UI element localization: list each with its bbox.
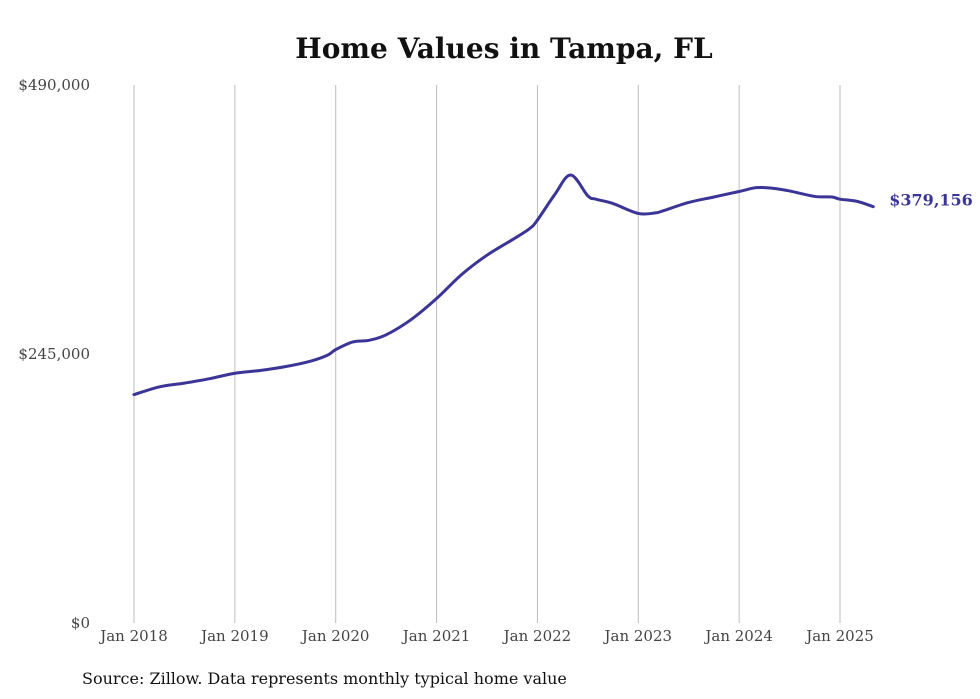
x-tick-label: Jan 2019 — [199, 627, 269, 645]
series-layer: $379,156 — [132, 173, 973, 397]
gridlines — [133, 85, 841, 623]
chart-title: Home Values in Tampa, FL — [295, 32, 713, 65]
y-tick-label: $0 — [71, 614, 90, 632]
x-tick-label: Jan 2018 — [98, 627, 168, 645]
x-tick-label: Jan 2021 — [401, 627, 471, 645]
x-axis-ticks: Jan 2018 Jan 2019 Jan 2020 Jan 2021 Jan 2022… — [98, 627, 874, 645]
series-line — [132, 173, 875, 397]
source-note: Source: Zillow. Data represents monthly … — [82, 669, 567, 688]
y-axis-ticks: $0 $245,000 $490,000 — [18, 76, 90, 632]
end-value-label: $379,156 — [889, 191, 973, 210]
x-tick-label: Jan 2025 — [804, 627, 874, 645]
x-tick-label: Jan 2020 — [300, 627, 370, 645]
x-tick-label: Jan 2024 — [703, 627, 773, 645]
y-tick-label: $490,000 — [18, 76, 90, 94]
x-tick-label: Jan 2022 — [502, 627, 572, 645]
x-tick-label: Jan 2023 — [603, 627, 673, 645]
y-tick-label: $245,000 — [18, 345, 90, 363]
